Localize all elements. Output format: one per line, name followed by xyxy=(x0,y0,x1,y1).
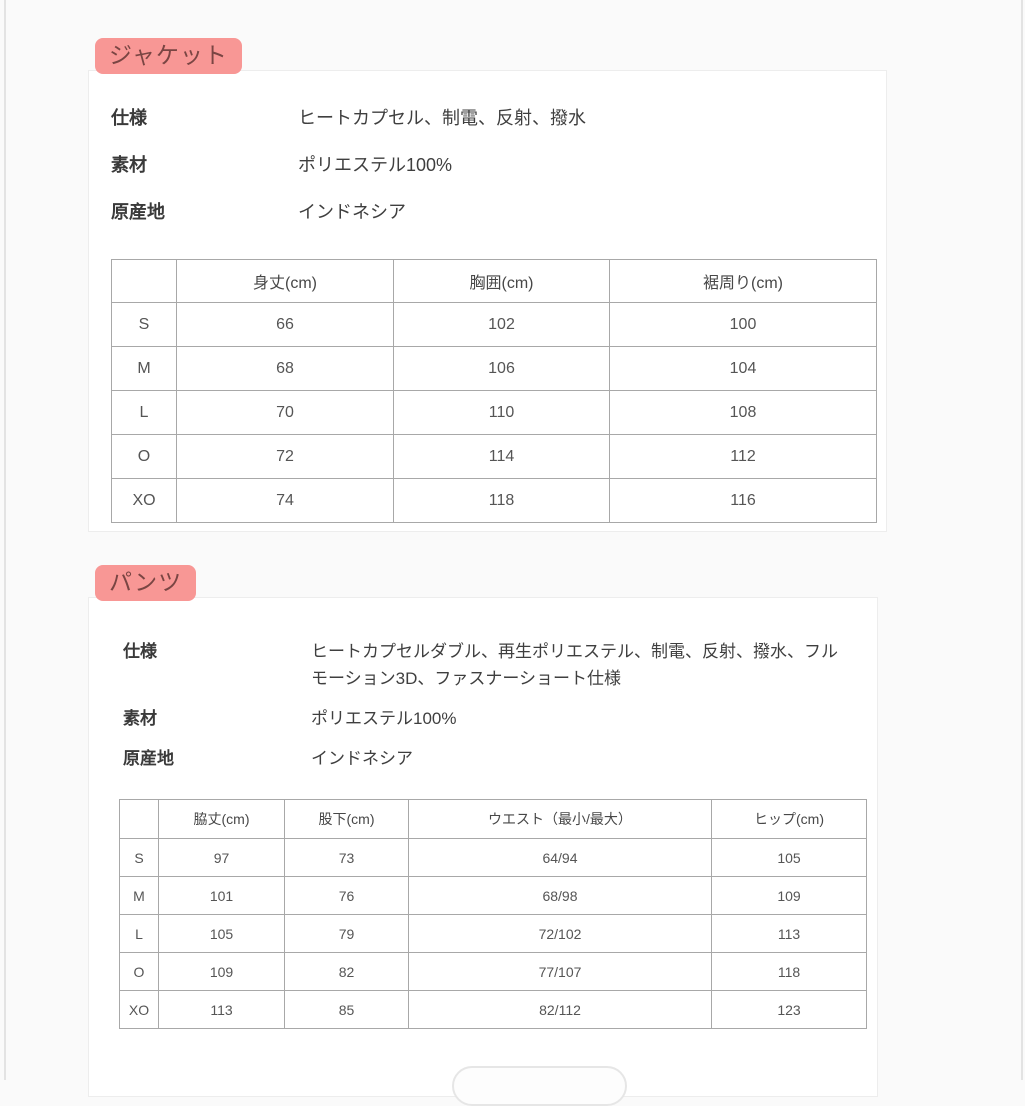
spec-row: 素材 ポリエステル100% xyxy=(111,154,861,176)
column-header: 胸囲(cm) xyxy=(393,259,610,303)
size-column-header xyxy=(119,799,159,839)
pants-specs: 仕様 ヒートカプセルダブル、再生ポリエステル、制電、反射、撥水、フルモーション3… xyxy=(123,638,853,785)
spec-value: インドネシア xyxy=(311,749,413,768)
spec-value: ポリエステル100% xyxy=(298,155,453,175)
spec-value: ヒートカプセルダブル、再生ポリエステル、制電、反射、撥水、フルモーション3D、フ… xyxy=(311,642,838,688)
measurement-cell: 74 xyxy=(176,478,394,523)
table-row: M 101 76 68/98 109 xyxy=(119,876,867,915)
table-row: O 109 82 77/107 118 xyxy=(119,952,867,991)
size-cell: L xyxy=(111,390,177,435)
spec-label: 仕様 xyxy=(111,108,147,128)
spec-label: 原産地 xyxy=(123,749,174,768)
measurement-cell: 72 xyxy=(176,434,394,479)
size-cell: XO xyxy=(111,478,177,523)
table-header-row: 脇丈(cm) 股下(cm) ウエスト（最小/最大） ヒップ(cm) xyxy=(119,799,867,839)
spec-value: ヒートカプセル、制電、反射、撥水 xyxy=(298,108,586,128)
jacket-section-badge: ジャケット xyxy=(95,38,242,74)
measurement-cell: 110 xyxy=(393,390,610,435)
table-row: XO 113 85 82/112 123 xyxy=(119,990,867,1029)
spec-label: 仕様 xyxy=(123,642,157,661)
size-cell: L xyxy=(119,914,159,953)
measurement-cell: 109 xyxy=(158,952,285,991)
spec-value: インドネシア xyxy=(298,202,406,222)
table-row: O 72 114 112 xyxy=(111,434,877,479)
table-row: XO 74 118 116 xyxy=(111,478,877,523)
pants-section-card: 仕様 ヒートカプセルダブル、再生ポリエステル、制電、反射、撥水、フルモーション3… xyxy=(88,597,878,1097)
size-cell: O xyxy=(119,952,159,991)
column-header: ヒップ(cm) xyxy=(711,799,867,839)
spec-row: 仕様 ヒートカプセル、制電、反射、撥水 xyxy=(111,107,861,129)
measurement-cell: 112 xyxy=(609,434,877,479)
measurement-cell: 118 xyxy=(711,952,867,991)
pants-size-table: 脇丈(cm) 股下(cm) ウエスト（最小/最大） ヒップ(cm) S 97 73 6… xyxy=(119,799,867,1029)
column-header: 股下(cm) xyxy=(284,799,409,839)
table-row: S 97 73 64/94 105 xyxy=(119,838,867,877)
measurement-cell: 82 xyxy=(284,952,409,991)
measurement-cell: 73 xyxy=(284,838,409,877)
measurement-cell: 109 xyxy=(711,876,867,915)
spec-value: ポリエステル100% xyxy=(311,709,457,728)
measurement-cell: 79 xyxy=(284,914,409,953)
measurement-cell: 105 xyxy=(158,914,285,953)
measurement-cell: 113 xyxy=(711,914,867,953)
table-header-row: 身丈(cm) 胸囲(cm) 裾周り(cm) xyxy=(111,259,877,303)
column-header: ウエスト（最小/最大） xyxy=(408,799,712,839)
measurement-cell: 105 xyxy=(711,838,867,877)
measurement-cell: 68/98 xyxy=(408,876,712,915)
jacket-section-card: 仕様 ヒートカプセル、制電、反射、撥水 素材 ポリエステル100% 原産地 イン… xyxy=(88,70,887,532)
measurement-cell: 114 xyxy=(393,434,610,479)
size-cell: O xyxy=(111,434,177,479)
spec-row: 原産地 インドネシア xyxy=(111,201,861,223)
spec-label: 素材 xyxy=(111,155,147,175)
measurement-cell: 113 xyxy=(158,990,285,1029)
page-left-border xyxy=(4,0,6,1080)
measurement-cell: 104 xyxy=(609,346,877,391)
page-right-border xyxy=(1021,0,1023,1080)
scroll-pill-button[interactable] xyxy=(452,1066,627,1106)
measurement-cell: 70 xyxy=(176,390,394,435)
spec-row: 素材 ポリエステル100% xyxy=(123,705,853,732)
spec-label: 素材 xyxy=(123,709,157,728)
pants-section-badge: パンツ xyxy=(95,565,197,601)
spec-row: 原産地 インドネシア xyxy=(123,745,853,772)
table-row: L 105 79 72/102 113 xyxy=(119,914,867,953)
measurement-cell: 68 xyxy=(176,346,394,391)
table-row: M 68 106 104 xyxy=(111,346,877,391)
measurement-cell: 82/112 xyxy=(408,990,712,1029)
jacket-size-table: 身丈(cm) 胸囲(cm) 裾周り(cm) S 66 102 100 M 68 106 104… xyxy=(111,259,877,523)
size-cell: S xyxy=(111,302,177,347)
table-row: L 70 110 108 xyxy=(111,390,877,435)
jacket-specs: 仕様 ヒートカプセル、制電、反射、撥水 素材 ポリエステル100% 原産地 イン… xyxy=(111,107,861,248)
measurement-cell: 66 xyxy=(176,302,394,347)
column-header: 裾周り(cm) xyxy=(609,259,877,303)
measurement-cell: 76 xyxy=(284,876,409,915)
size-cell: M xyxy=(111,346,177,391)
measurement-cell: 101 xyxy=(158,876,285,915)
spec-row: 仕様 ヒートカプセルダブル、再生ポリエステル、制電、反射、撥水、フルモーション3… xyxy=(123,638,853,692)
measurement-cell: 97 xyxy=(158,838,285,877)
size-column-header xyxy=(111,259,177,303)
measurement-cell: 108 xyxy=(609,390,877,435)
measurement-cell: 118 xyxy=(393,478,610,523)
measurement-cell: 100 xyxy=(609,302,877,347)
table-row: S 66 102 100 xyxy=(111,302,877,347)
column-header: 身丈(cm) xyxy=(176,259,394,303)
measurement-cell: 123 xyxy=(711,990,867,1029)
size-cell: XO xyxy=(119,990,159,1029)
column-header: 脇丈(cm) xyxy=(158,799,285,839)
size-cell: M xyxy=(119,876,159,915)
measurement-cell: 72/102 xyxy=(408,914,712,953)
measurement-cell: 85 xyxy=(284,990,409,1029)
measurement-cell: 102 xyxy=(393,302,610,347)
size-cell: S xyxy=(119,838,159,877)
measurement-cell: 64/94 xyxy=(408,838,712,877)
measurement-cell: 77/107 xyxy=(408,952,712,991)
measurement-cell: 116 xyxy=(609,478,877,523)
spec-label: 原産地 xyxy=(111,202,165,222)
measurement-cell: 106 xyxy=(393,346,610,391)
